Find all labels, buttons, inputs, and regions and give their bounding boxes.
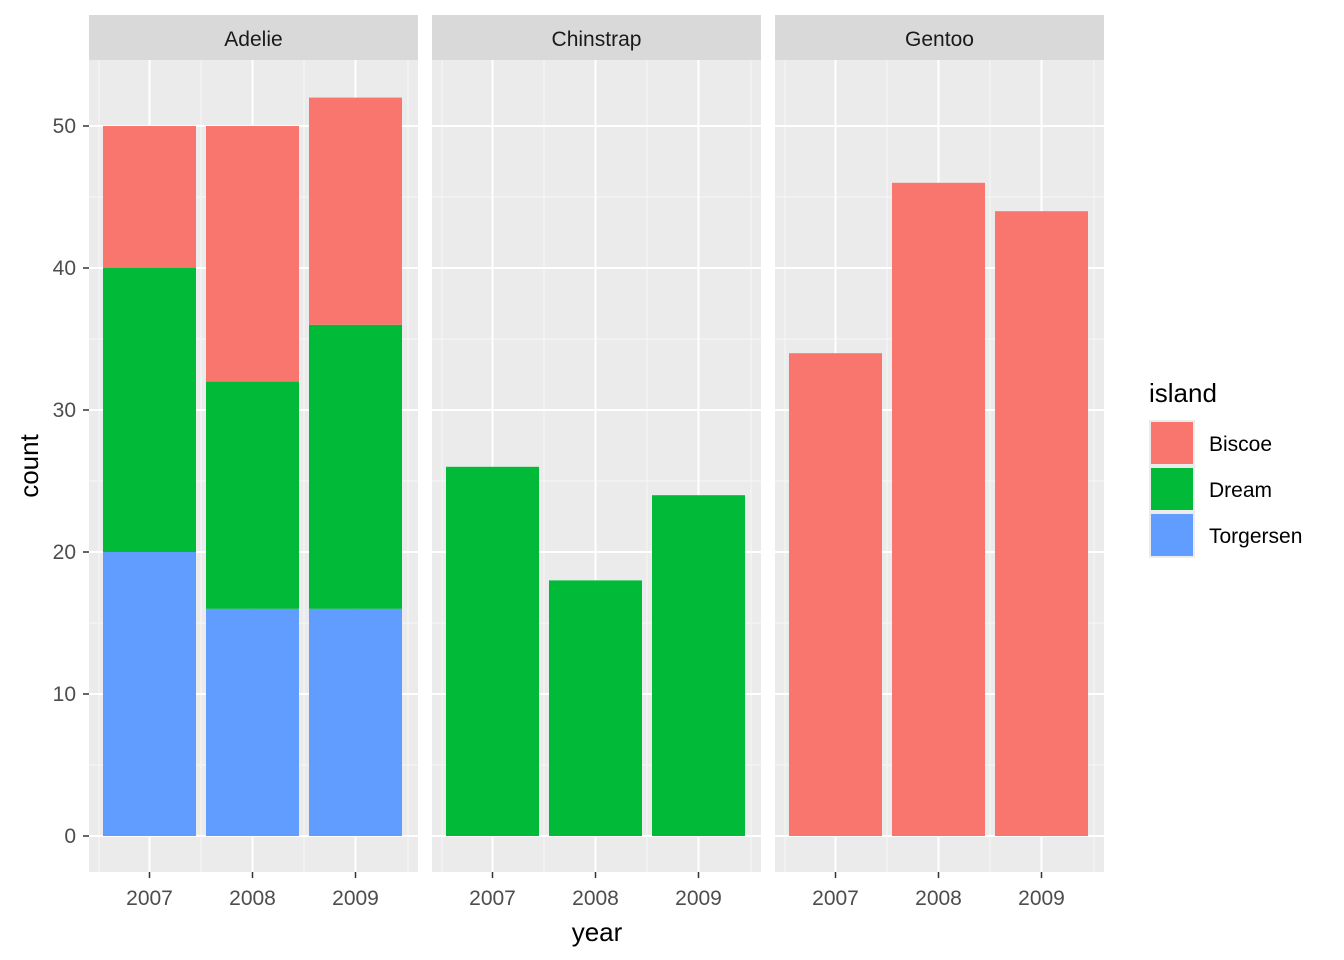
panel-gentoo: Gentoo 2007 2008 2009 [775, 15, 1104, 910]
panel-adelie: Adelie 2007 2008 2009 [89, 15, 418, 910]
x-axis-title: year [572, 917, 623, 947]
y-tick-label: 0 [64, 825, 76, 848]
bar-adelie-2007-dream [103, 268, 196, 552]
legend-label-dream: Dream [1209, 479, 1272, 502]
x-tick-label: 2007 [812, 887, 859, 910]
panel-chinstrap: Chinstrap 2007 2008 2009 [432, 15, 761, 910]
strip-chinstrap [432, 15, 761, 60]
strip-adelie [89, 15, 418, 60]
bar-adelie-2009-biscoe [309, 97, 402, 325]
y-tick-label: 10 [53, 683, 76, 706]
strip-label-chinstrap: Chinstrap [552, 28, 642, 51]
legend-label-torgersen: Torgersen [1209, 525, 1302, 548]
legend-key-torgersen [1151, 514, 1193, 556]
legend-key-dream [1151, 468, 1193, 510]
legend: island Biscoe Dream Torgersen [1149, 378, 1302, 558]
x-tick-label: 2008 [915, 887, 962, 910]
y-axis-title: count [14, 433, 44, 497]
bar-adelie-2008-biscoe [206, 126, 299, 382]
bar-adelie-2008-dream [206, 381, 299, 609]
x-tick-label: 2009 [675, 887, 722, 910]
bar-gentoo-2009-biscoe [995, 211, 1088, 836]
bar-adelie-2008-torgersen [206, 608, 299, 836]
y-tick-label: 50 [53, 115, 76, 138]
legend-key-biscoe [1151, 422, 1193, 464]
bar-chinstrap-2009-dream [652, 495, 745, 836]
legend-title: island [1149, 378, 1217, 408]
strip-label-gentoo: Gentoo [905, 28, 974, 51]
bar-adelie-2009-dream [309, 324, 402, 609]
bar-chinstrap-2008-dream [549, 580, 642, 836]
x-tick-label: 2009 [1018, 887, 1065, 910]
strip-label-adelie: Adelie [224, 28, 282, 51]
x-tick-label: 2008 [229, 887, 276, 910]
bar-gentoo-2007-biscoe [789, 353, 882, 836]
legend-label-biscoe: Biscoe [1209, 433, 1272, 456]
y-tick-label: 20 [53, 541, 76, 564]
bar-adelie-2007-biscoe [103, 126, 196, 268]
x-tick-label: 2007 [469, 887, 516, 910]
x-tick-label: 2008 [572, 887, 619, 910]
bar-adelie-2009-torgersen [309, 608, 402, 836]
x-tick-label: 2009 [332, 887, 379, 910]
x-tick-label: 2007 [126, 887, 173, 910]
bar-gentoo-2008-biscoe [892, 182, 985, 837]
y-tick-label: 30 [53, 399, 76, 422]
y-tick-label: 40 [53, 257, 76, 280]
y-axis: 0 10 20 30 40 50 [53, 115, 89, 848]
bar-chinstrap-2007-dream [446, 466, 539, 836]
bar-adelie-2007-torgersen [103, 552, 196, 836]
strip-gentoo [775, 15, 1104, 60]
